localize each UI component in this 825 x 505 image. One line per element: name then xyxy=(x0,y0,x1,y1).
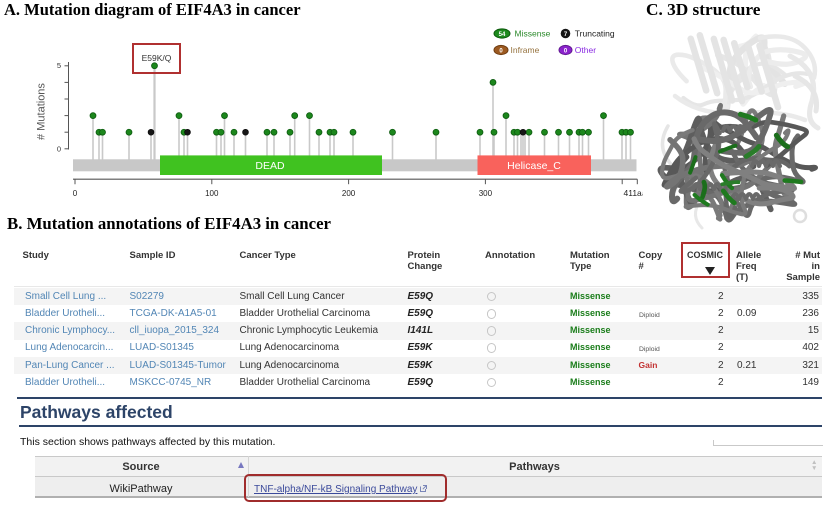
svg-text:0: 0 xyxy=(73,189,78,198)
svg-text:300: 300 xyxy=(479,189,493,198)
svg-text:7: 7 xyxy=(564,32,568,38)
svg-text:0: 0 xyxy=(499,49,503,55)
svg-text:Missense: Missense xyxy=(515,29,551,39)
svg-text:411aa: 411aa xyxy=(624,188,647,198)
svg-text:0: 0 xyxy=(564,49,568,55)
svg-text:200: 200 xyxy=(342,189,356,198)
svg-text:E59K/Q: E59K/Q xyxy=(142,53,172,63)
svg-text:100: 100 xyxy=(205,189,219,198)
svg-text:5: 5 xyxy=(57,61,61,70)
svg-text:54: 54 xyxy=(499,32,506,38)
svg-text:Truncating: Truncating xyxy=(575,29,615,39)
svg-text:0: 0 xyxy=(57,144,61,153)
svg-text:Inframe: Inframe xyxy=(511,45,540,55)
svg-text:Helicase_C: Helicase_C xyxy=(507,160,561,172)
svg-text:Other: Other xyxy=(575,45,596,55)
svg-text:# Mutations: # Mutations xyxy=(36,83,48,140)
svg-text:DEAD: DEAD xyxy=(255,160,285,172)
